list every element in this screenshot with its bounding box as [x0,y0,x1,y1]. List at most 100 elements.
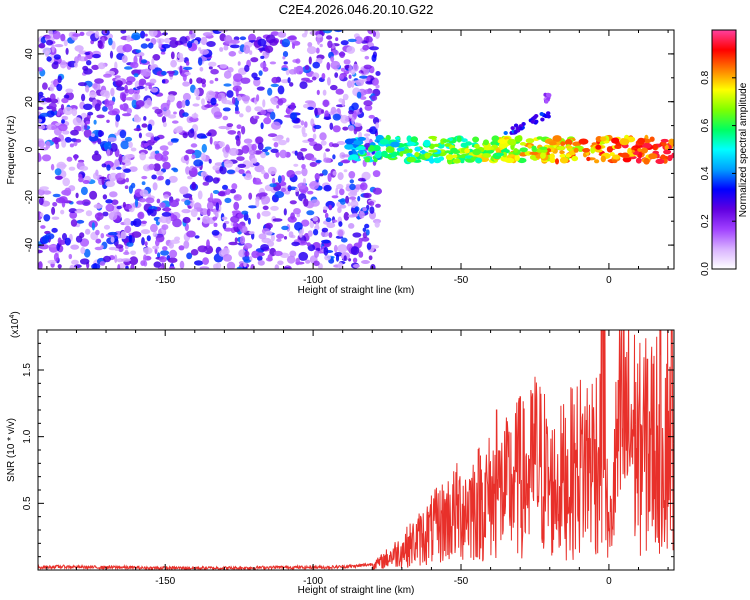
heatmap-cell [371,54,377,62]
heatmap-cell [406,141,416,146]
heatmap-cell [119,92,127,101]
heatmap-cell [72,33,81,37]
snr-x-label: Height of straight line (km) [298,585,415,596]
heatmap-cell [210,97,217,106]
heatmap-cell [59,60,67,69]
heatmap-cell [38,140,45,148]
heatmap-cell [641,147,648,154]
heatmap-cell [125,80,133,86]
heatmap-cell [125,177,129,183]
heatmap-cell [226,261,236,269]
heatmap-cell [251,250,260,259]
heatmap-cell [194,235,200,239]
heatmap-cell [336,183,344,190]
heatmap-cell [109,191,118,198]
heatmap-cell [556,145,566,151]
heatmap-cell [323,116,332,120]
heatmap-cell [280,187,287,193]
heatmap-cell [152,245,160,250]
heatmap-cell [243,242,253,249]
heatmap-cell [314,173,320,181]
heatmap-cell [179,186,189,195]
heatmap-cell [355,79,364,87]
heatmap-cell [102,30,108,35]
heatmap-cell [137,211,145,220]
heatmap-cell [375,71,381,76]
heatmap-cell [291,241,300,247]
heatmap-cell [107,110,118,116]
heatmap-cell [143,247,153,255]
heatmap-cell [38,153,42,162]
x-tick-label: -150 [155,576,175,587]
heatmap-cell [122,201,126,208]
heatmap-cell [322,169,328,176]
heatmap-cell [357,239,363,248]
y-tick-label: 20 [24,96,35,108]
heatmap-cell [348,223,355,229]
heatmap-cell [39,186,49,191]
heatmap-cell [229,189,236,194]
heatmap-cell [483,145,491,151]
heatmap-cell [72,117,82,126]
heatmap-cell [230,44,240,49]
heatmap-cell [236,266,243,269]
heatmap-cell [328,232,333,238]
heatmap-cell [194,260,204,266]
heatmap-cell [267,87,273,96]
heatmap-cell [189,30,193,35]
spectrogram-x-label: Height of straight line (km) [298,285,415,296]
heatmap-cell [57,237,62,245]
heatmap-cell [270,148,279,153]
heatmap-cell [115,80,123,87]
heatmap-cell [130,61,139,69]
heatmap-cell [106,119,110,124]
heatmap-cell [293,66,297,75]
heatmap-cell [298,251,309,261]
heatmap-cell [546,114,551,119]
heatmap-cell [64,187,72,196]
heatmap-cell [185,166,190,175]
heatmap-cell [46,56,52,62]
heatmap-cell [106,164,111,171]
colorbar-tick-label: 0.8 [700,70,711,84]
heatmap-cell [507,138,517,146]
snr-y-label: SNR (10 * v/v) [6,418,17,482]
heatmap-cell [60,209,65,215]
heatmap-cell [348,196,357,200]
heatmap-cell [194,88,200,97]
heatmap-cell [103,160,114,168]
heatmap-cell [138,80,144,88]
y-tick-label: -20 [24,190,35,205]
heatmap-cell [549,153,555,160]
heatmap-cell [309,162,317,167]
heatmap-cell [61,119,65,124]
heatmap-cell [270,205,279,211]
colorbar-tick-label: 0.6 [700,118,711,132]
heatmap-cell [80,186,88,196]
heatmap-cell [131,231,142,238]
heatmap-cell [513,130,518,134]
heatmap-cell [343,255,347,261]
heatmap-cell [586,156,591,162]
heatmap-cell [181,99,186,108]
heatmap-cell [211,229,220,236]
heatmap-cell [101,176,105,186]
heatmap-cell [185,149,195,155]
heatmap-cell [95,169,99,177]
heatmap-cell [622,156,632,163]
heatmap-cell [208,158,212,164]
heatmap-cell [200,36,208,46]
heatmap-cell [186,230,196,238]
heatmap-cell [241,125,246,135]
heatmap-cell [353,140,364,145]
heatmap-cell [611,137,620,144]
heatmap-cell [38,106,44,111]
heatmap-cell [50,163,55,171]
heatmap-cell [65,47,69,55]
heatmap-cell [56,161,66,171]
heatmap-cell [120,30,127,34]
heatmap-cell [351,116,355,125]
heatmap-cell [315,47,320,54]
heatmap-cell [274,264,279,269]
heatmap-cell [305,259,311,264]
